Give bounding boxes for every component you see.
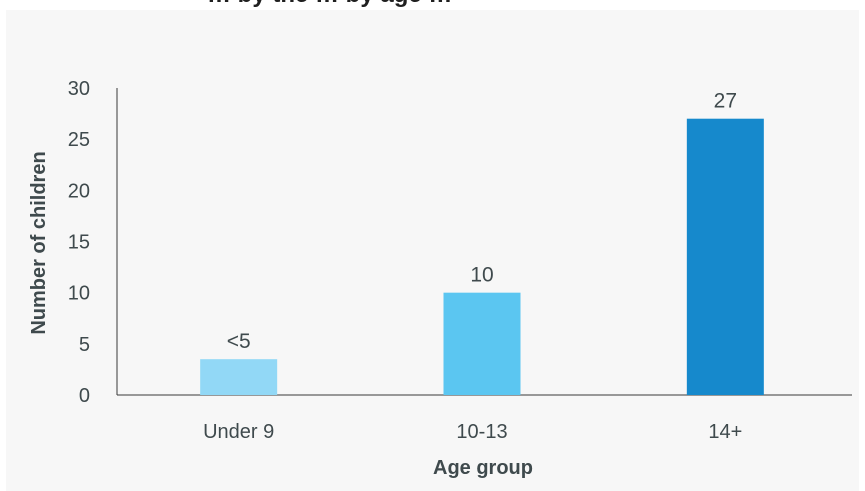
y-tick-label: 10 [68, 283, 90, 305]
y-tick-label: 0 [79, 385, 90, 407]
data-label: 27 [714, 90, 737, 113]
bar-3 [686, 118, 764, 395]
data-labels: <5 10 27 [227, 90, 737, 353]
bars [200, 118, 764, 395]
y-tick-label: 5 [79, 334, 90, 356]
y-axis-ticks: 0 5 10 15 20 25 30 [68, 78, 90, 407]
y-tick-label: 15 [68, 232, 90, 254]
x-category-label: Under 9 [203, 421, 274, 443]
chart-title-strip: … by the … by age … [0, 0, 865, 10]
bar-1 [200, 359, 278, 395]
y-tick-label: 25 [68, 129, 90, 151]
x-category-label: 10-13 [456, 421, 507, 443]
x-category-label: 14+ [708, 421, 742, 443]
x-axis-title: Age group [433, 457, 533, 479]
y-axis-title: Number of children [28, 151, 50, 334]
y-tick-label: 20 [68, 180, 90, 202]
data-label: 10 [470, 264, 493, 287]
y-tick-label: 30 [68, 78, 90, 100]
chart-title: … by the … by age … [207, 0, 452, 9]
data-label: <5 [227, 330, 251, 353]
x-axis-category-labels: Under 9 10-13 14+ [203, 421, 742, 443]
bar-2 [443, 292, 521, 395]
